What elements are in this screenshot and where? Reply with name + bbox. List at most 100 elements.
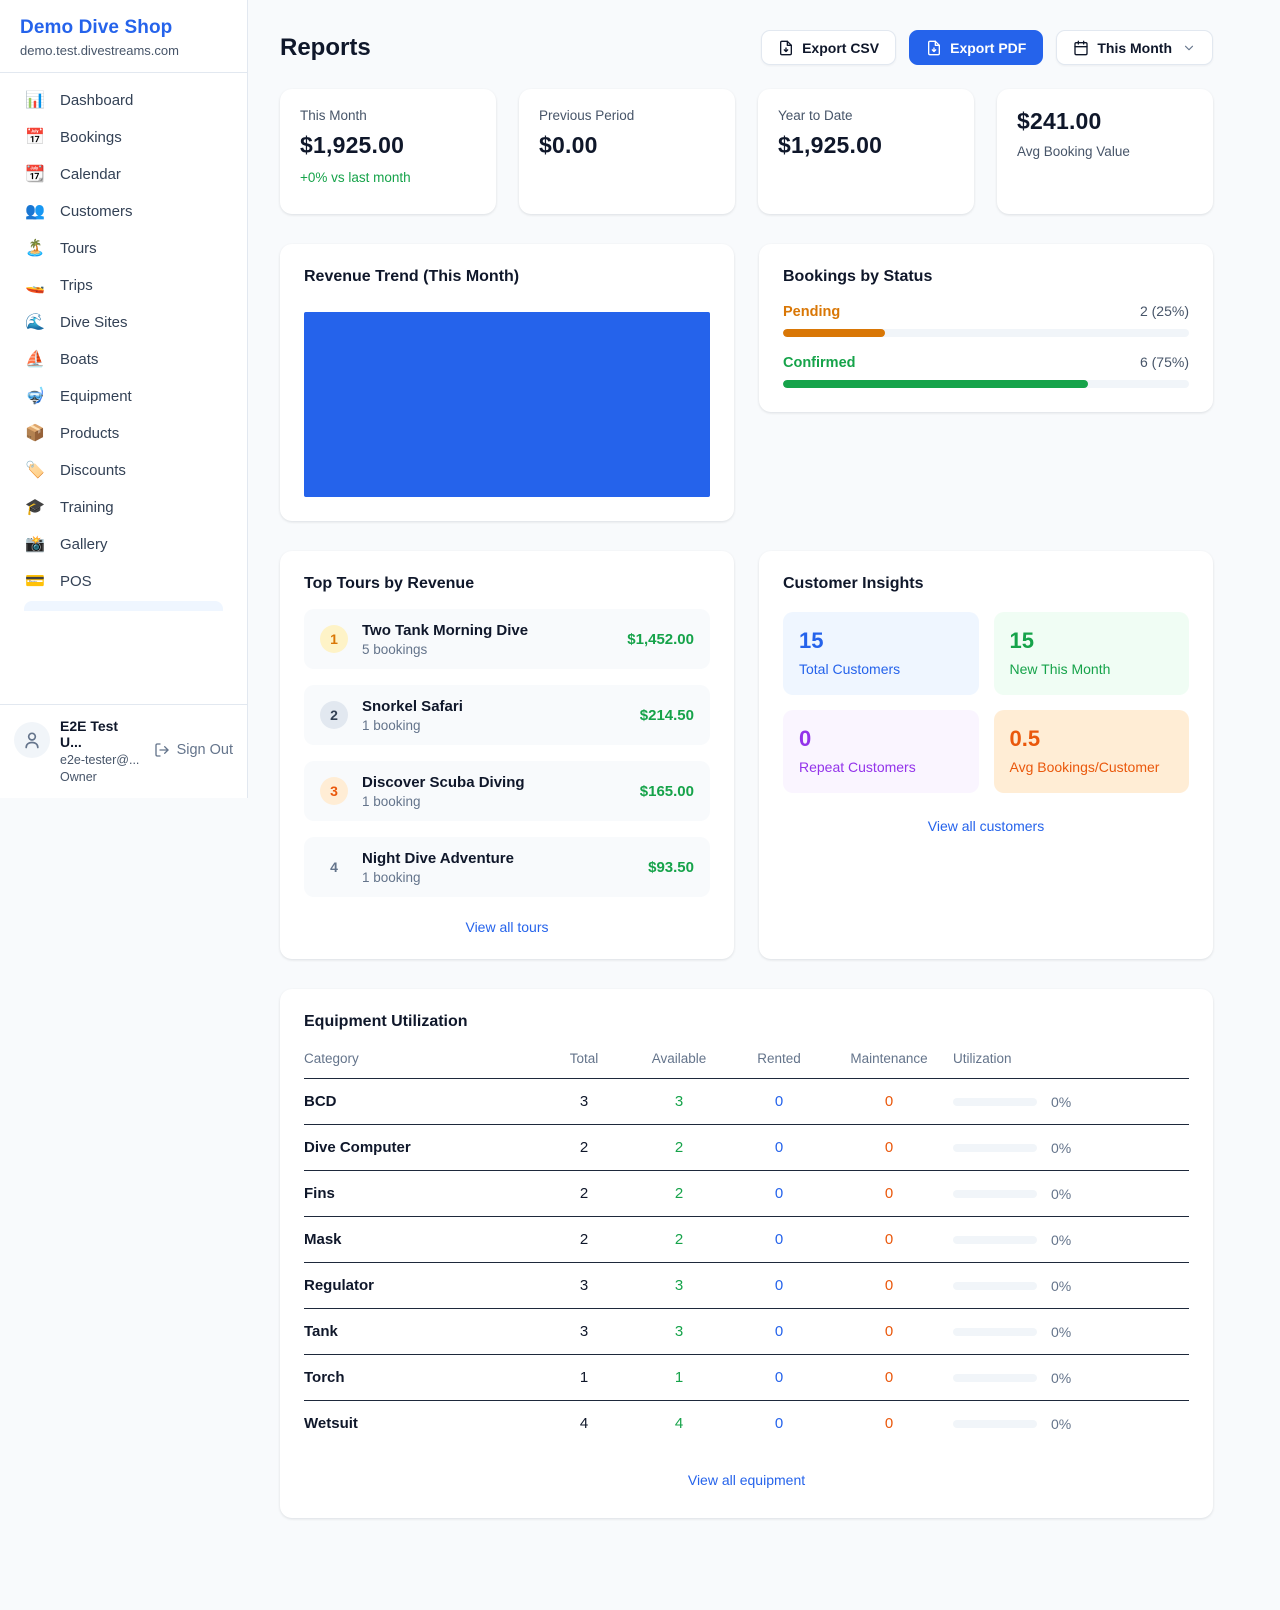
sidebar-item-customers[interactable]: 👥 Customers [12,193,235,230]
cell-rented: 0 [729,1262,829,1309]
top-tours-card: Top Tours by Revenue 1 Two Tank Morning … [280,551,734,959]
cell-maintenance: 0 [829,1216,949,1263]
utilization-bar [953,1143,1037,1152]
sidebar-item-bookings[interactable]: 📅 Bookings [12,119,235,156]
sign-out-button[interactable]: Sign Out [154,742,233,758]
user-role: Owner [60,770,97,784]
stat-label: Year to Date [778,108,853,123]
utilization-bar [953,1327,1037,1336]
sidebar-item-trips[interactable]: 🚤 Trips [12,267,235,304]
cell-utilization: 0% [949,1354,1189,1401]
stat-card-avg-booking-value: $241.00 Avg Booking Value [997,89,1213,214]
tour-revenue: $93.50 [648,858,694,876]
tour-name: Snorkel Safari [362,697,463,715]
sidebar-item-gallery[interactable]: 📸 Gallery [12,526,235,563]
tile-value: 15 [1009,628,1034,653]
view-all-customers-link[interactable]: View all customers [927,818,1045,834]
cell-maintenance: 0 [829,1170,949,1217]
utilization-percent: 0% [1051,1323,1072,1340]
package-icon: 📦 [25,424,45,442]
sidebar-item-label: Customers [60,203,133,220]
sidebar-item-products[interactable]: 📦 Products [12,415,235,452]
sidebar-item-equipment[interactable]: 🤿 Equipment [12,378,235,415]
table-row: BCD 3 3 0 0 0% [304,1078,1189,1125]
table-row: Wetsuit 4 4 0 0 0% [304,1401,1189,1447]
sidebar-item-label: Equipment [60,388,132,405]
stat-value: $1,925.00 [778,132,883,158]
table-row: Fins 2 2 0 0 0% [304,1170,1189,1217]
stat-card-year-to-date: Year to Date $1,925.00 [758,89,974,214]
cell-category: Dive Computer [304,1124,539,1171]
user-info: E2E Test U... e2e-tester@... Owner [60,716,144,784]
table-row: Mask 2 2 0 0 0% [304,1216,1189,1263]
logout-icon [154,743,169,757]
top-tours-title: Top Tours by Revenue [304,575,475,592]
tour-name: Night Dive Adventure [362,849,514,867]
utilization-percent: 0% [1051,1185,1072,1202]
brand: Demo Dive Shop demo.test.divestreams.com [0,0,247,73]
table-row: Tank 3 3 0 0 0% [304,1308,1189,1355]
cell-available: 1 [629,1354,729,1401]
cell-maintenance: 0 [884,1415,894,1432]
bookings-status-title: Bookings by Status [783,268,933,285]
main-content: Reports Export CSV Export PDF This Month… [248,0,1280,1568]
customer-insights-title: Customer Insights [783,575,924,592]
sidebar-item-dashboard[interactable]: 📊 Dashboard [12,82,235,119]
header-actions: Export CSV Export PDF This Month [761,30,1213,65]
export-pdf-button[interactable]: Export PDF [909,30,1044,65]
sidebar-item-label: Dive Sites [60,314,128,331]
equipment-utilization-card: Equipment Utilization Category Total Ava… [280,989,1213,1518]
tag-icon: 🏷️ [25,461,45,479]
cell-maintenance: 0 [829,1262,949,1309]
cell-utilization: 0% [949,1170,1189,1217]
cell-category: Tank [304,1308,539,1355]
bookings-by-status-card: Bookings by Status Pending 2 (25%) Confi… [759,244,1213,412]
tile-label: Avg Bookings/Customer [1009,759,1160,775]
progress-track [783,329,1189,337]
revenue-bar-chart [304,312,710,497]
sidebar-item-label: Calendar [60,166,121,183]
status-label: Confirmed [783,355,856,371]
export-csv-button[interactable]: Export CSV [761,30,897,65]
column-header-category: Category [304,1051,539,1079]
file-download-icon [928,40,941,55]
stat-card-this-month: This Month $1,925.00 +0% vs last month [280,89,496,214]
view-all-equipment-link[interactable]: View all equipment [687,1472,806,1488]
sidebar-item-boats[interactable]: ⛵ Boats [12,341,235,378]
view-all-tours-link[interactable]: View all tours [465,919,549,935]
table-row: Torch 1 1 0 0 0% [304,1354,1189,1401]
calendar-icon: 📅 [25,128,45,146]
cell-total: 2 [539,1124,629,1171]
sidebar-item-reports-active-partial[interactable] [24,601,223,611]
people-icon: 👥 [25,202,45,220]
status-row-pending: Pending 2 (25%) [783,303,1189,337]
cell-total: 3 [539,1308,629,1355]
cell-utilization: 0% [949,1262,1189,1309]
utilization-percent: 0% [1051,1231,1072,1248]
utilization-percent: 0% [1051,1369,1072,1386]
sidebar-item-training[interactable]: 🎓 Training [12,489,235,526]
progress-fill [783,380,1088,388]
stat-card-previous-period: Previous Period $0.00 [519,89,735,214]
cell-available: 2 [629,1124,729,1171]
tile-label: New This Month [1009,661,1111,677]
sidebar-item-dive-sites[interactable]: 🌊 Dive Sites [12,304,235,341]
sidebar-item-tours[interactable]: 🏝️ Tours [12,230,235,267]
column-header-total: Total [539,1051,629,1079]
cell-available: 3 [629,1262,729,1309]
shop-domain: demo.test.divestreams.com [20,43,179,58]
cell-rented: 0 [729,1216,829,1263]
sidebar-item-label: Tours [60,240,97,257]
utilization-bar [953,1097,1037,1106]
cell-rented: 0 [729,1354,829,1401]
tear-calendar-icon: 📆 [25,165,45,183]
cell-total: 2 [539,1170,629,1217]
period-dropdown[interactable]: This Month [1056,30,1213,65]
export-csv-label: Export CSV [802,39,880,56]
sidebar-item-calendar[interactable]: 📆 Calendar [12,156,235,193]
stat-value: $241.00 [1017,108,1102,134]
sidebar-item-discounts[interactable]: 🏷️ Discounts [12,452,235,489]
equipment-title: Equipment Utilization [304,1013,468,1030]
stat-cards: This Month $1,925.00 +0% vs last month P… [280,89,1213,214]
sidebar-item-pos[interactable]: 💳 POS [12,563,235,600]
